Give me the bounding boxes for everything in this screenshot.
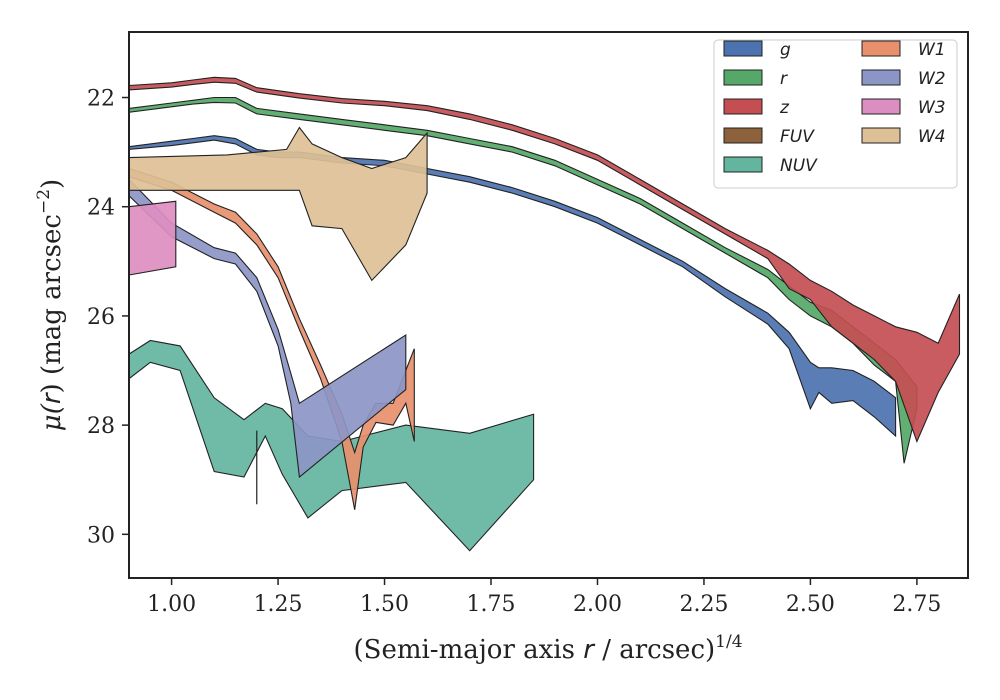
legend-label-fuv: FUV (780, 127, 815, 147)
legend-swatch-z (723, 98, 763, 115)
legend-label-z: z (779, 98, 790, 118)
x-axis: 1.00 1.25 1.50 1.75 2.00 2.25 2.50 2.75 (147, 578, 941, 617)
x-tick-label: 2.00 (573, 592, 622, 617)
legend: grz FUV NUV W1 W2 W3 W4 (713, 39, 958, 189)
legend-swatch-w4 (861, 127, 901, 144)
legend-swatch-nuv (723, 156, 763, 173)
legend-swatch-r (723, 69, 763, 86)
x-tick-label: 1.75 (467, 592, 516, 617)
x-axis-label: (Semi-major axis r / arcsec)1/4 (353, 632, 742, 665)
legend-label-w1: W1 (918, 40, 946, 60)
legend-swatch-w1 (861, 40, 901, 57)
x-tick-label: 1.25 (254, 592, 303, 617)
legend-label-r: r (780, 69, 788, 89)
band-w4 (128, 126, 428, 282)
band-w3 (128, 200, 177, 276)
y-tick-label: 30 (87, 523, 115, 548)
legend-label-w3: W3 (918, 98, 946, 118)
legend-swatch-w2 (861, 69, 901, 86)
legend-label-w4: W4 (918, 127, 946, 147)
legend-label-g: g (780, 40, 791, 60)
x-tick-label: 2.75 (892, 592, 941, 617)
legend-swatch-g (723, 40, 763, 57)
y-tick-label: 28 (87, 414, 115, 439)
y-tick-label: 26 (87, 305, 115, 330)
plot-frame (128, 31, 969, 579)
x-tick-label: 2.50 (786, 592, 835, 617)
x-tick-label: 2.25 (679, 592, 728, 617)
band-w2 (128, 178, 407, 479)
chart-bands (128, 76, 961, 552)
legend-label-nuv: NUV (780, 156, 818, 176)
band-z (128, 76, 961, 444)
x-tick-label: 1.00 (147, 592, 196, 617)
legend-label-w2: W2 (918, 69, 946, 89)
x-tick-label: 1.50 (360, 592, 409, 617)
legend-swatch-w3 (861, 98, 901, 115)
y-axis-label: μ(r) (mag arcsec−2) (34, 179, 67, 431)
y-tick-label: 22 (87, 87, 115, 112)
y-axis: 22 24 26 28 30 (87, 87, 129, 548)
legend-swatch-fuv (723, 127, 763, 144)
y-tick-label: 24 (87, 196, 115, 221)
